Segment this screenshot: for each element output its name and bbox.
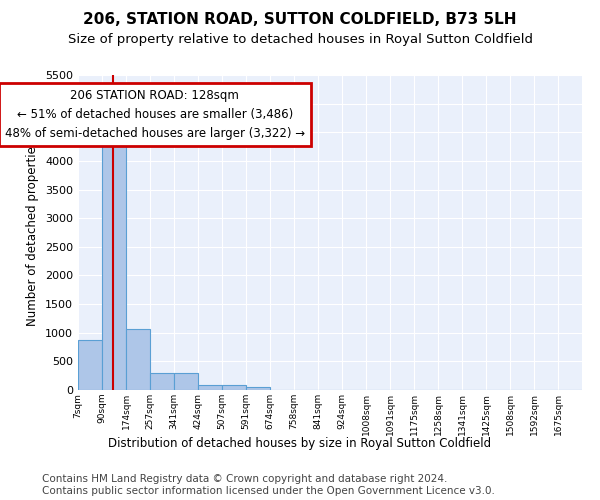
Y-axis label: Number of detached properties: Number of detached properties [26,140,40,326]
Bar [174,373,198,390]
Text: 206, STATION ROAD, SUTTON COLDFIELD, B73 5LH: 206, STATION ROAD, SUTTON COLDFIELD, B73… [83,12,517,28]
Bar [126,330,150,390]
Bar [222,385,246,390]
Bar [102,129,126,390]
Bar [150,374,174,390]
Text: Contains HM Land Registry data © Crown copyright and database right 2024.: Contains HM Land Registry data © Crown c… [42,474,448,484]
Text: Contains public sector information licensed under the Open Government Licence v3: Contains public sector information licen… [42,486,495,496]
Text: Distribution of detached houses by size in Royal Sutton Coldfield: Distribution of detached houses by size … [109,438,491,450]
Bar [198,385,222,390]
Text: Size of property relative to detached houses in Royal Sutton Coldfield: Size of property relative to detached ho… [67,32,533,46]
Text: 206 STATION ROAD: 128sqm
← 51% of detached houses are smaller (3,486)
48% of sem: 206 STATION ROAD: 128sqm ← 51% of detach… [5,90,305,140]
Bar [246,387,270,390]
Bar [78,340,102,390]
